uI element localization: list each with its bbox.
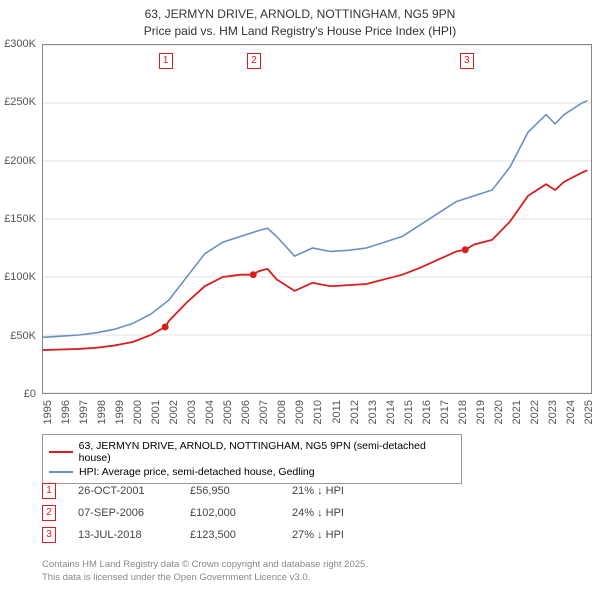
x-tick: 2019 <box>475 400 487 424</box>
sale-dot-2 <box>250 271 257 278</box>
y-tick: £100K <box>4 271 36 283</box>
x-tick: 2001 <box>150 400 162 424</box>
series-price_paid <box>43 170 587 350</box>
legend-swatch <box>49 451 73 453</box>
transaction-date: 26-OCT-2001 <box>78 485 168 497</box>
transaction-marker: 1 <box>42 483 56 499</box>
sale-dot-1 <box>162 323 169 330</box>
plot-area: 1 2 3 <box>42 44 592 394</box>
y-tick: £0 <box>24 388 36 400</box>
x-tick: 2017 <box>439 400 451 424</box>
chart-container: 63, JERMYN DRIVE, ARNOLD, NOTTINGHAM, NG… <box>0 0 600 590</box>
transaction-row: 2 07-SEP-2006 £102,000 24% ↓ HPI <box>42 502 344 524</box>
x-tick: 2008 <box>276 400 288 424</box>
chart-title: 63, JERMYN DRIVE, ARNOLD, NOTTINGHAM, NG… <box>0 0 600 40</box>
transactions-table: 1 26-OCT-2001 £56,950 21% ↓ HPI 2 07-SEP-2006… <box>42 480 344 546</box>
x-tick: 1998 <box>96 400 108 424</box>
chart-marker-2: 2 <box>247 53 261 69</box>
x-tick: 2022 <box>529 400 541 424</box>
transaction-row: 3 13-JUL-2018 £123,500 27% ↓ HPI <box>42 524 344 546</box>
y-tick: £50K <box>10 330 36 342</box>
legend-label: HPI: Average price, semi-detached house,… <box>79 466 315 478</box>
x-tick: 2009 <box>294 400 306 424</box>
x-tick: 2024 <box>565 400 577 424</box>
x-tick: 2010 <box>312 400 324 424</box>
footer-line-1: Contains HM Land Registry data © Crown c… <box>42 559 368 571</box>
transaction-date: 07-SEP-2006 <box>78 507 168 519</box>
x-tick: 2014 <box>385 400 397 424</box>
x-tick: 2003 <box>186 400 198 424</box>
legend-row: HPI: Average price, semi-detached house,… <box>49 465 455 479</box>
transaction-delta: 24% ↓ HPI <box>292 507 344 519</box>
y-tick: £200K <box>4 155 36 167</box>
transaction-marker: 3 <box>42 527 56 543</box>
x-tick: 2002 <box>168 400 180 424</box>
transaction-delta: 21% ↓ HPI <box>292 485 344 497</box>
title-line-2: Price paid vs. HM Land Registry's House … <box>0 23 600 40</box>
legend: 63, JERMYN DRIVE, ARNOLD, NOTTINGHAM, NG… <box>42 434 462 484</box>
title-line-1: 63, JERMYN DRIVE, ARNOLD, NOTTINGHAM, NG… <box>0 6 600 23</box>
transaction-price: £56,950 <box>190 485 270 497</box>
chart-marker-3: 3 <box>460 53 474 69</box>
y-axis: £0£50K£100K£150K£200K£250K£300K <box>0 44 40 394</box>
x-tick: 2005 <box>222 400 234 424</box>
x-tick: 2016 <box>421 400 433 424</box>
x-tick: 2000 <box>132 400 144 424</box>
x-tick: 2023 <box>547 400 559 424</box>
x-tick: 1995 <box>42 400 54 424</box>
x-tick: 2018 <box>457 400 469 424</box>
x-tick: 2021 <box>511 400 523 424</box>
legend-row: 63, JERMYN DRIVE, ARNOLD, NOTTINGHAM, NG… <box>49 439 455 465</box>
x-tick: 2025 <box>583 400 595 424</box>
legend-swatch <box>49 471 73 473</box>
chart-marker-1: 1 <box>159 53 173 69</box>
transaction-marker: 2 <box>42 505 56 521</box>
y-tick: £300K <box>4 38 36 50</box>
x-tick: 2006 <box>240 400 252 424</box>
transaction-row: 1 26-OCT-2001 £56,950 21% ↓ HPI <box>42 480 344 502</box>
x-tick: 1996 <box>60 400 72 424</box>
footer: Contains HM Land Registry data © Crown c… <box>42 559 368 584</box>
x-tick: 2007 <box>258 400 270 424</box>
y-tick: £150K <box>4 213 36 225</box>
x-tick: 2012 <box>349 400 361 424</box>
sale-dot-3 <box>462 246 469 253</box>
x-tick: 1999 <box>114 400 126 424</box>
transaction-price: £123,500 <box>190 529 270 541</box>
footer-line-2: This data is licensed under the Open Gov… <box>42 572 368 584</box>
x-tick: 2004 <box>204 400 216 424</box>
x-tick: 2013 <box>367 400 379 424</box>
transaction-price: £102,000 <box>190 507 270 519</box>
x-tick: 1997 <box>78 400 90 424</box>
transaction-date: 13-JUL-2018 <box>78 529 168 541</box>
x-tick: 2011 <box>331 400 343 424</box>
x-tick: 2020 <box>493 400 505 424</box>
x-tick: 2015 <box>403 400 415 424</box>
legend-label: 63, JERMYN DRIVE, ARNOLD, NOTTINGHAM, NG… <box>79 440 455 464</box>
y-tick: £250K <box>4 96 36 108</box>
transaction-delta: 27% ↓ HPI <box>292 529 344 541</box>
x-axis: 1995 1996 1997 1998 1999 2000 2001 2002 2003 2004… <box>42 396 592 436</box>
